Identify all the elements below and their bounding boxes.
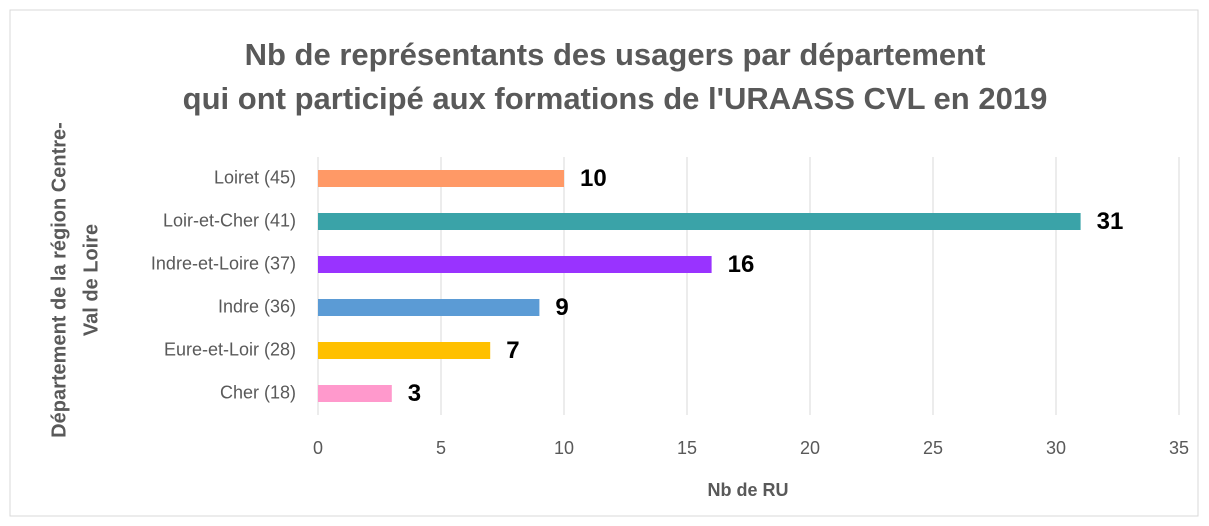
- x-tick-label: 25: [923, 438, 943, 458]
- bar: [318, 170, 564, 187]
- bar: [318, 385, 392, 402]
- data-label: 7: [506, 337, 519, 364]
- y-axis-label: Département de la région Centre-: [48, 122, 70, 438]
- data-label: 16: [728, 251, 755, 278]
- x-tick-label: 30: [1046, 438, 1066, 458]
- y-tick-label: Loiret (45): [214, 167, 296, 187]
- x-tick-label: 0: [313, 438, 323, 458]
- y-tick-label: Indre-et-Loire (37): [151, 253, 296, 273]
- y-tick-label: Cher (18): [220, 382, 296, 402]
- x-tick-label: 35: [1169, 438, 1189, 458]
- bar: [318, 213, 1081, 230]
- y-tick-label: Indre (36): [218, 296, 296, 316]
- data-label: 10: [580, 165, 607, 192]
- bar: [318, 299, 540, 316]
- x-tick-label: 5: [436, 438, 446, 458]
- chart-title: qui ont participé aux formations de l'UR…: [183, 81, 1048, 116]
- data-label: 9: [555, 294, 568, 321]
- y-tick-label: Loir-et-Cher (41): [163, 210, 296, 230]
- bar: [318, 342, 491, 359]
- x-axis-label: Nb de RU: [708, 480, 789, 500]
- bar: [318, 256, 712, 273]
- data-label: 31: [1097, 208, 1124, 235]
- x-tick-label: 10: [554, 438, 574, 458]
- x-tick-label: 15: [677, 438, 697, 458]
- x-tick-label: 20: [800, 438, 820, 458]
- y-tick-label: Eure-et-Loir (28): [164, 339, 296, 359]
- y-axis-label: Val de Loire: [80, 224, 102, 336]
- data-label: 3: [408, 380, 421, 407]
- chart-title: Nb de représentants des usagers par dépa…: [245, 37, 986, 72]
